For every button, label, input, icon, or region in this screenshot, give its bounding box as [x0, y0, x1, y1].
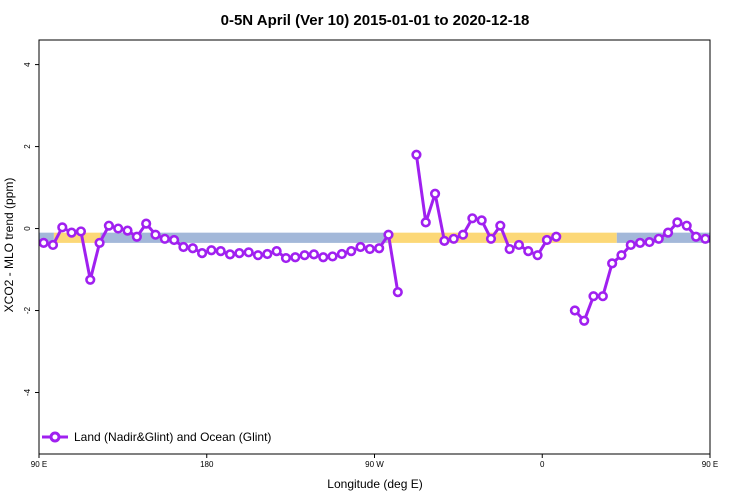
data-point	[196, 248, 208, 259]
data-point	[690, 231, 702, 242]
data-point	[457, 229, 469, 240]
band-segment-land	[732, 233, 750, 243]
data-point	[355, 241, 366, 253]
data-point	[383, 229, 394, 240]
y-tick-label: -4	[23, 388, 32, 396]
data-point	[720, 241, 728, 249]
data-point	[607, 258, 618, 269]
x-tick-label: 180	[200, 460, 214, 469]
legend: Land (Nadir&Glint) and Ocean (Glint)	[42, 430, 271, 444]
data-point	[262, 248, 273, 260]
data-point	[653, 233, 664, 244]
data-point	[729, 224, 737, 232]
data-point	[644, 236, 655, 248]
data-point	[47, 239, 59, 251]
x-axis-label: Longitude (deg E)	[327, 477, 422, 491]
data-point	[513, 239, 525, 251]
data-point	[429, 188, 441, 199]
data-point	[327, 251, 338, 262]
data-point	[374, 243, 385, 254]
data-point	[739, 229, 747, 237]
data-point	[672, 217, 683, 228]
data-point	[103, 220, 114, 231]
y-tick-label: -2	[23, 306, 32, 314]
data-point	[122, 225, 133, 236]
y-tick-label: 0	[23, 226, 32, 231]
data-point	[150, 229, 161, 240]
data-point	[392, 286, 403, 298]
data-point	[616, 250, 627, 261]
data-point	[364, 243, 375, 255]
data-point	[252, 250, 264, 261]
x-tick-label: 90 E	[702, 460, 718, 469]
data-point	[206, 245, 217, 256]
data-point	[662, 227, 674, 238]
data-point	[299, 250, 310, 261]
x-tick-label: 0	[540, 460, 545, 469]
data-point	[113, 223, 124, 234]
data-point	[336, 248, 347, 260]
plot-frame	[38, 39, 711, 455]
data-point	[579, 315, 590, 326]
data-point	[66, 227, 77, 238]
data-point	[243, 247, 254, 258]
data-point	[635, 237, 646, 249]
data-point	[504, 243, 515, 255]
data-point	[551, 231, 562, 242]
data-point	[308, 249, 320, 260]
band-segment-land	[387, 232, 617, 243]
legend-marker-swatch	[49, 431, 61, 443]
band-segment-ocean	[39, 232, 54, 243]
data-point	[271, 245, 282, 257]
data-point	[346, 245, 357, 257]
x-tick-label: 90 W	[365, 460, 384, 469]
data-point	[57, 222, 68, 233]
y-tick-label: 4	[23, 62, 32, 67]
data-point	[318, 252, 329, 263]
data-point	[234, 248, 245, 259]
data-point	[569, 305, 580, 316]
data-point	[187, 243, 198, 254]
data-point	[485, 233, 497, 244]
legend-label: Land (Nadir&Glint) and Ocean (Glint)	[74, 430, 271, 444]
data-point	[131, 231, 142, 242]
y-tick-label: 2	[23, 144, 32, 149]
series-layer	[39, 149, 747, 326]
data-point	[467, 213, 478, 224]
data-point	[75, 226, 87, 237]
data-point	[523, 245, 534, 257]
data-point	[411, 149, 422, 160]
band-segment-ocean	[100, 232, 388, 243]
data-point	[159, 233, 170, 244]
chart-title: 0-5N April (Ver 10) 2015-01-01 to 2020-1…	[221, 12, 530, 29]
data-point	[224, 249, 236, 260]
data-point	[448, 233, 459, 244]
data-point	[681, 220, 692, 231]
data-point	[290, 252, 301, 263]
data-point	[709, 240, 710, 245]
data-point	[541, 234, 553, 246]
data-point	[215, 245, 226, 257]
data-point	[420, 217, 431, 228]
data-point	[588, 291, 599, 302]
data-point	[85, 274, 96, 285]
data-point	[141, 218, 152, 229]
band-segment-land	[53, 232, 101, 243]
data-point	[476, 215, 487, 226]
data-point	[94, 237, 105, 249]
data-point	[495, 220, 506, 231]
data-point	[39, 237, 49, 248]
data-point	[178, 241, 189, 253]
data-point	[169, 234, 180, 246]
data-point	[700, 233, 710, 244]
data-point	[439, 235, 450, 246]
y-axis-label: XCO2 - MLO trend (ppm)	[2, 178, 16, 313]
data-point	[597, 291, 608, 302]
x-tick-label: 90 E	[31, 460, 47, 469]
data-point	[532, 250, 543, 261]
data-point	[625, 239, 636, 251]
data-point	[280, 252, 292, 264]
